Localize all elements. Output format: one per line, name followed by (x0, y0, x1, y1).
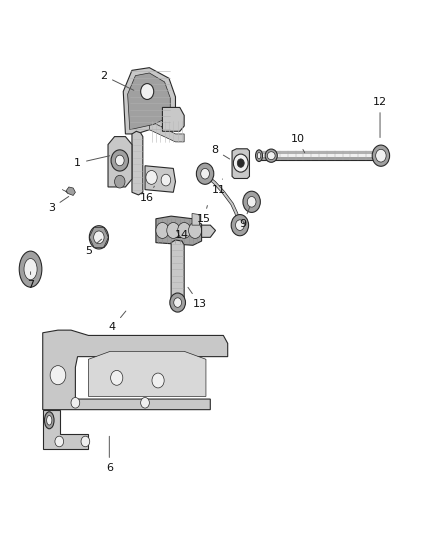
Circle shape (116, 155, 124, 166)
Text: 6: 6 (106, 437, 113, 473)
Text: 11: 11 (212, 179, 226, 195)
Circle shape (167, 222, 180, 238)
Circle shape (237, 159, 244, 167)
Polygon shape (258, 157, 380, 160)
Polygon shape (88, 351, 206, 397)
Circle shape (174, 298, 182, 308)
Polygon shape (162, 108, 184, 131)
Text: 5: 5 (85, 239, 102, 256)
Ellipse shape (255, 150, 262, 161)
Text: 8: 8 (211, 145, 230, 159)
Circle shape (115, 175, 125, 188)
Polygon shape (127, 73, 170, 130)
Text: 3: 3 (48, 197, 69, 213)
Text: 9: 9 (240, 207, 250, 229)
Polygon shape (171, 240, 184, 308)
Text: 1: 1 (74, 156, 110, 168)
Ellipse shape (24, 259, 37, 280)
Polygon shape (258, 151, 380, 160)
Text: 13: 13 (188, 287, 206, 309)
Circle shape (178, 222, 191, 238)
Circle shape (111, 370, 123, 385)
Circle shape (170, 293, 185, 312)
Ellipse shape (45, 412, 54, 429)
Polygon shape (132, 131, 143, 195)
Circle shape (94, 231, 104, 244)
Circle shape (188, 222, 201, 238)
Circle shape (71, 398, 80, 408)
Polygon shape (258, 151, 380, 154)
Circle shape (156, 222, 169, 238)
Text: 2: 2 (100, 70, 134, 90)
Ellipse shape (267, 152, 275, 160)
Polygon shape (108, 136, 132, 187)
Circle shape (89, 225, 109, 249)
Text: 7: 7 (27, 272, 34, 290)
Polygon shape (43, 330, 228, 410)
Ellipse shape (47, 416, 52, 425)
Circle shape (146, 171, 157, 184)
Text: 16: 16 (140, 186, 155, 203)
Circle shape (152, 373, 164, 388)
Circle shape (236, 220, 244, 230)
Polygon shape (201, 225, 215, 237)
Circle shape (81, 436, 90, 447)
Text: 15: 15 (197, 206, 211, 224)
Text: 10: 10 (290, 134, 305, 153)
Polygon shape (123, 68, 176, 134)
Ellipse shape (19, 251, 42, 287)
Circle shape (111, 150, 128, 171)
Polygon shape (232, 149, 250, 179)
Polygon shape (66, 187, 75, 196)
Circle shape (55, 436, 64, 447)
Circle shape (233, 154, 248, 172)
Circle shape (201, 168, 209, 179)
Polygon shape (43, 410, 88, 449)
Circle shape (231, 215, 249, 236)
Circle shape (243, 191, 260, 213)
Polygon shape (156, 216, 201, 245)
Polygon shape (192, 214, 199, 225)
Circle shape (161, 174, 171, 186)
Circle shape (247, 197, 256, 207)
Ellipse shape (265, 149, 277, 163)
Text: 14: 14 (175, 224, 191, 240)
Circle shape (141, 84, 154, 100)
Text: 4: 4 (109, 311, 126, 333)
Polygon shape (145, 166, 176, 192)
Polygon shape (149, 120, 184, 142)
Ellipse shape (257, 152, 261, 159)
Circle shape (50, 366, 66, 385)
Circle shape (196, 163, 214, 184)
Circle shape (372, 145, 390, 166)
Text: 12: 12 (373, 97, 387, 138)
Circle shape (141, 398, 149, 408)
Circle shape (376, 149, 386, 162)
